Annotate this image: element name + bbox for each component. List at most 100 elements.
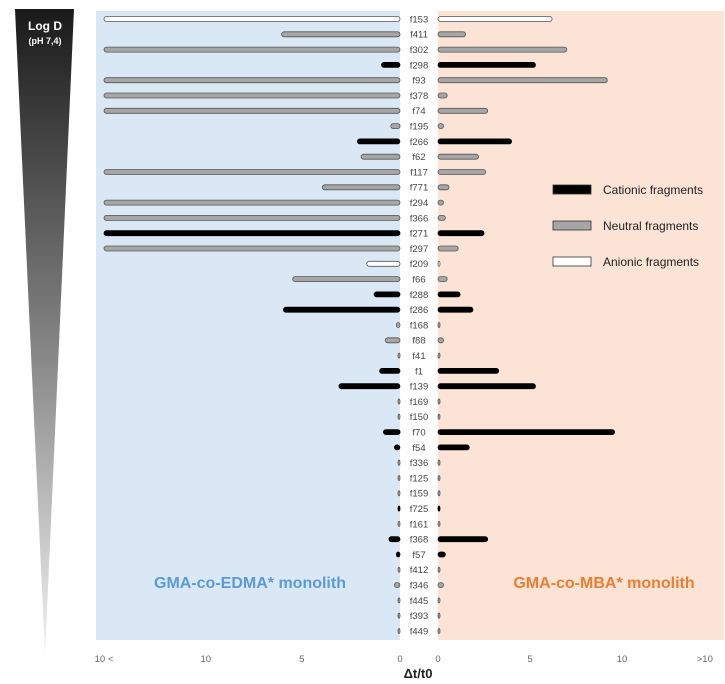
bar-right-f266 bbox=[437, 138, 512, 145]
fragment-label: f153 bbox=[410, 14, 429, 25]
bar-right-f368 bbox=[437, 536, 489, 543]
bar-left-f368 bbox=[388, 536, 401, 543]
fragment-label: f66 bbox=[412, 275, 425, 286]
fragment-label: f88 bbox=[412, 336, 425, 347]
fragment-label: f70 bbox=[412, 428, 425, 439]
bar-right-f57 bbox=[437, 551, 446, 558]
fragment-label: f288 bbox=[410, 290, 429, 301]
fragment-label: f159 bbox=[410, 489, 429, 500]
x-tick-label-right: 5 bbox=[527, 654, 532, 665]
fragment-label: f57 bbox=[412, 550, 425, 561]
bar-left-f271 bbox=[103, 230, 401, 237]
bar-right-f411 bbox=[437, 31, 467, 38]
bar-right-f294 bbox=[437, 199, 444, 206]
x-axis-label: Δt/t0 bbox=[404, 666, 433, 681]
fragment-label: f1 bbox=[415, 366, 423, 377]
bar-right-f271 bbox=[437, 230, 485, 237]
left-panel-title: GMA-co-EDMA* monolith bbox=[154, 575, 346, 592]
fragment-label: f378 bbox=[410, 91, 429, 102]
bar-left-f150 bbox=[397, 413, 401, 420]
x-tick-label-left: 10 bbox=[201, 654, 212, 665]
bar-right-f93 bbox=[437, 77, 608, 84]
bar-left-f771 bbox=[321, 184, 401, 191]
bar-right-f449 bbox=[437, 628, 441, 634]
bar-left-f153 bbox=[103, 16, 401, 22]
fragment-label: f150 bbox=[410, 412, 429, 423]
bar-left-f378 bbox=[103, 92, 401, 99]
bar-right-f66 bbox=[437, 276, 448, 283]
fragment-label: f54 bbox=[412, 443, 425, 454]
fragment-label: f411 bbox=[410, 30, 428, 41]
bar-left-f74 bbox=[103, 107, 401, 114]
bar-right-f41 bbox=[437, 352, 441, 359]
bar-left-f70 bbox=[382, 429, 401, 436]
fragment-label: f297 bbox=[410, 244, 429, 255]
fragment-label: f412 bbox=[410, 565, 429, 576]
fragment-label: f271 bbox=[410, 229, 429, 240]
bar-right-f1 bbox=[437, 367, 500, 374]
x-tick-label-left: 0 bbox=[397, 654, 402, 665]
bar-right-f412 bbox=[437, 566, 441, 573]
left-panel-background bbox=[96, 11, 400, 640]
bar-left-f57 bbox=[395, 551, 401, 558]
bars-layer bbox=[103, 16, 616, 634]
bar-left-f297 bbox=[103, 245, 401, 252]
right-panel-title: GMA-co-MBA* monolith bbox=[513, 575, 694, 592]
fragment-label: f161 bbox=[410, 519, 429, 530]
bar-left-f449 bbox=[397, 628, 401, 634]
fragment-label: f771 bbox=[410, 183, 429, 194]
fragment-label: f169 bbox=[410, 397, 429, 408]
bar-right-f153 bbox=[437, 16, 553, 22]
fragment-label: f336 bbox=[410, 458, 429, 469]
bar-left-f88 bbox=[384, 337, 401, 344]
bar-right-f159 bbox=[437, 490, 441, 497]
fragment-label: f74 bbox=[412, 106, 425, 117]
bar-left-f366 bbox=[103, 214, 401, 221]
bar-left-f41 bbox=[397, 352, 401, 359]
bar-left-f266 bbox=[356, 138, 401, 145]
bar-right-f139 bbox=[437, 383, 536, 390]
legend-swatch-anionic bbox=[552, 256, 592, 267]
bar-right-f725 bbox=[437, 505, 441, 512]
x-ticks-layer: 10 < 10 5 0 0 5 10 >10 bbox=[95, 654, 713, 665]
bar-right-f169 bbox=[437, 398, 441, 405]
bar-right-f297 bbox=[437, 245, 459, 252]
x-tick-label-left: 10 < bbox=[95, 654, 114, 665]
bar-right-f209 bbox=[437, 260, 441, 267]
fragment-label: f286 bbox=[410, 305, 429, 316]
bar-right-f88 bbox=[437, 337, 444, 344]
bar-left-f298 bbox=[381, 62, 401, 68]
bar-left-f288 bbox=[373, 291, 401, 298]
bar-right-f366 bbox=[437, 214, 446, 221]
bar-left-f93 bbox=[103, 77, 401, 84]
fragment-label: f168 bbox=[410, 320, 429, 331]
fragment-label: f346 bbox=[410, 581, 429, 592]
x-tick-label-left: 5 bbox=[299, 654, 304, 665]
legend-label-cationic: Cationic fragments bbox=[603, 183, 703, 197]
fragment-label: f445 bbox=[410, 596, 429, 607]
legend-swatch-neutral bbox=[552, 220, 592, 231]
fragment-label: f294 bbox=[410, 198, 429, 209]
bar-left-f195 bbox=[390, 123, 401, 129]
bar-left-f1 bbox=[379, 367, 401, 374]
fragment-label: f393 bbox=[410, 611, 429, 622]
bar-right-f346 bbox=[437, 582, 444, 588]
fragment-label: f209 bbox=[410, 259, 429, 270]
fragment-label: f139 bbox=[410, 382, 429, 393]
bar-right-f298 bbox=[437, 62, 536, 68]
bar-left-f209 bbox=[366, 260, 401, 267]
bar-left-f54 bbox=[393, 444, 401, 451]
bar-right-f117 bbox=[437, 169, 487, 175]
x-tick-label-right: 0 bbox=[435, 654, 440, 665]
bar-left-f286 bbox=[282, 306, 401, 313]
bar-left-f411 bbox=[281, 31, 401, 38]
legend-swatch-cationic bbox=[552, 184, 592, 195]
bar-left-f159 bbox=[397, 490, 401, 497]
bar-right-f302 bbox=[437, 46, 568, 53]
fragment-label: f41 bbox=[412, 351, 425, 362]
legend-label-anionic: Anionic fragments bbox=[603, 255, 699, 269]
bar-right-f771 bbox=[437, 184, 450, 191]
x-tick-label-right: >10 bbox=[697, 654, 713, 665]
fragment-label: f266 bbox=[410, 137, 429, 148]
